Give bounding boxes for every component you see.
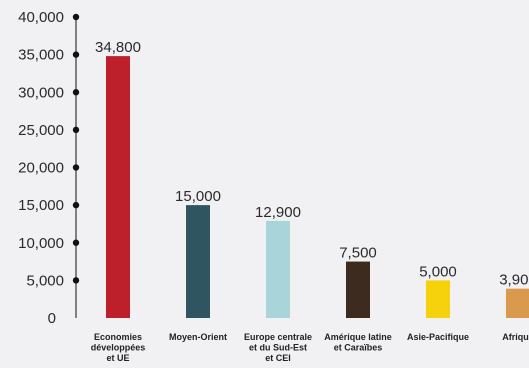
category-label: Afrique [502, 332, 529, 342]
y-tick-mark [72, 239, 80, 246]
bar [186, 205, 210, 318]
value-label: 34,800 [95, 39, 141, 56]
value-label: 3,900 [499, 272, 529, 289]
y-tick-label: 40,000 [18, 9, 64, 26]
y-axis: 0 5,000 10,000 15,000 20,000 25,000 30,000 35,0… [18, 9, 80, 327]
y-tick-label: 25,000 [18, 122, 64, 139]
y-tick-label: 30,000 [18, 84, 64, 101]
category-label: Amérique latine et Caraïbes [324, 332, 392, 353]
value-label: 5,000 [419, 263, 457, 280]
y-tick-label: 35,000 [18, 47, 64, 64]
category-label-line: et CEI [265, 353, 291, 363]
category-label-line: Afrique [502, 332, 529, 342]
bars [106, 56, 529, 318]
y-tick-mark [72, 277, 80, 284]
value-label: 15,000 [175, 188, 221, 205]
y-tick-mark [72, 89, 80, 96]
category-label-line: Moyen-Orient [169, 332, 227, 342]
y-tick-mark [72, 51, 80, 58]
y-tick-mark [72, 201, 80, 209]
y-tick-mark [72, 164, 80, 171]
category-label-line: et du Sud-Est [249, 343, 307, 353]
y-tick-mark [72, 13, 80, 21]
category-label-line: développées [91, 343, 146, 353]
y-tick-label: 15,000 [18, 197, 64, 214]
category-labels: Economies développées et UE Moyen-Orient Eur… [91, 332, 529, 363]
category-label-line: et UE [106, 353, 129, 363]
value-label: 12,900 [255, 204, 301, 221]
bar [426, 280, 450, 318]
category-label: Asie-Pacifique [407, 332, 469, 342]
bar [346, 261, 370, 318]
bar [106, 56, 130, 318]
y-tick-label: 5,000 [26, 272, 64, 289]
y-tick-label: 20,000 [18, 160, 64, 177]
category-label-line: Amérique latine [324, 332, 392, 342]
category-label: Economies développées et UE [91, 332, 146, 363]
category-label-line: et Caraïbes [334, 343, 383, 353]
category-label-line: Asie-Pacifique [407, 332, 469, 342]
bar [266, 220, 290, 318]
category-label-line: Economies [94, 332, 142, 342]
category-label: Moyen-Orient [169, 332, 227, 342]
category-label-line: Europe centrale [244, 332, 312, 342]
bar [506, 288, 529, 318]
y-tick-mark [72, 126, 80, 134]
y-tick-label: 10,000 [18, 235, 64, 252]
value-label: 7,500 [339, 245, 377, 262]
category-label: Europe centrale et du Sud-Est et CEI [244, 332, 312, 363]
y-tick-label: 0 [48, 310, 56, 327]
value-labels: 34,800 15,000 12,900 7,500 5,000 3,900 [95, 39, 529, 289]
